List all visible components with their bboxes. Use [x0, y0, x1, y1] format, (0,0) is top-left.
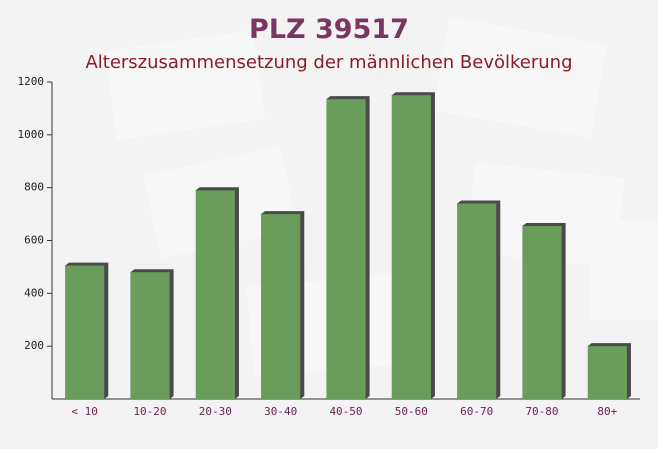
- bar-face: [326, 99, 366, 399]
- x-tick-label: 20-30: [199, 405, 232, 418]
- x-tick-label: 10-20: [133, 405, 166, 418]
- bar: [195, 187, 239, 399]
- bar-face: [522, 225, 562, 399]
- y-tick-label: 800: [24, 181, 44, 194]
- x-tick-label: 60-70: [460, 405, 493, 418]
- x-tick-label: 70-80: [525, 405, 558, 418]
- y-tick-label: 1000: [18, 128, 45, 141]
- bar: [326, 96, 370, 399]
- bar-face: [130, 272, 170, 399]
- bar-face: [587, 346, 627, 399]
- bar: [522, 222, 566, 399]
- y-tick-label: 200: [24, 339, 44, 352]
- y-tick-label: 400: [24, 286, 44, 299]
- bar: [391, 92, 435, 399]
- bar-face: [457, 203, 497, 399]
- x-tick-label: 40-50: [329, 405, 362, 418]
- bar: [130, 269, 174, 399]
- bar-face: [261, 214, 301, 399]
- bar: [261, 211, 305, 399]
- x-tick-label: 30-40: [264, 405, 297, 418]
- y-tick-label: 1200: [18, 75, 45, 88]
- bar-face: [65, 265, 105, 399]
- chart-subtitle: Alterszusammensetzung der männlichen Bev…: [85, 52, 572, 73]
- x-tick-label: < 10: [71, 405, 98, 418]
- y-tick-label: 600: [24, 234, 44, 247]
- x-tick-label: 50-60: [395, 405, 428, 418]
- bar-face: [195, 190, 235, 399]
- bar: [65, 262, 109, 399]
- x-tick-label: 80+: [597, 405, 617, 418]
- chart-title: PLZ 39517: [249, 14, 409, 45]
- bar: [587, 343, 631, 399]
- bar-face: [391, 95, 431, 399]
- bar: [457, 200, 501, 399]
